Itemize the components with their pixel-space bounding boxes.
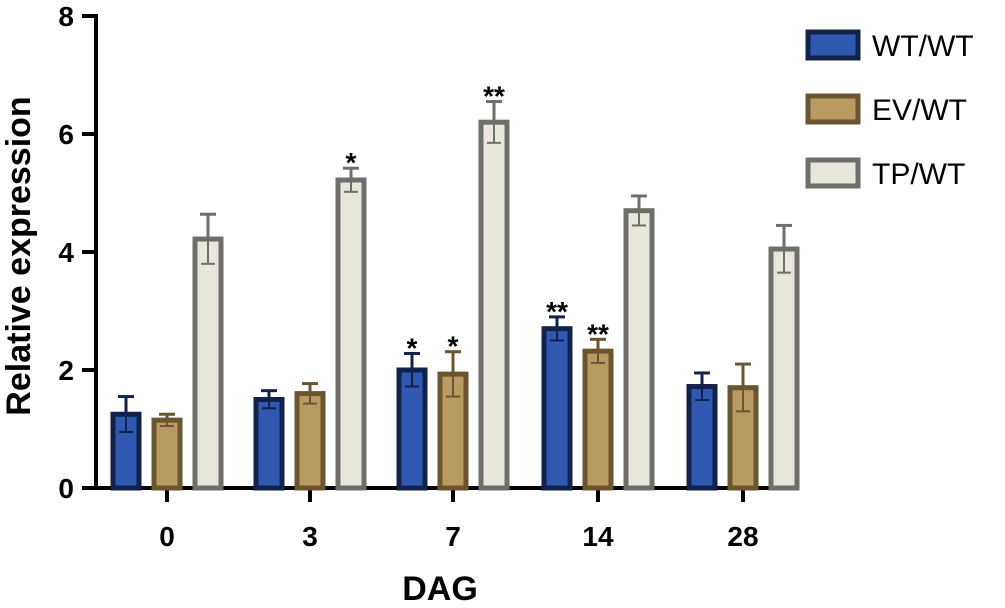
significance-label: * — [448, 331, 459, 362]
significance-label: ** — [483, 81, 505, 112]
x-axis-title: DAG — [402, 570, 478, 608]
bars: **** ***** — [110, 81, 800, 491]
bar-wt-wt — [686, 384, 718, 491]
bar-ev-wt — [151, 417, 183, 491]
bar-tp-wt — [768, 246, 800, 491]
y-tick-label: 8 — [58, 1, 74, 32]
x-tick-label: 28 — [727, 521, 758, 552]
x-tick-label: 3 — [302, 521, 318, 552]
y-axis-title: Relative expression — [0, 96, 38, 415]
legend-swatch — [805, 157, 861, 189]
bar-tp-wt — [623, 208, 655, 491]
significance-label: ** — [587, 318, 609, 349]
x-tick-label: 7 — [445, 521, 461, 552]
bar-wt-wt — [396, 367, 428, 491]
x-axis: 0 3 7 14 28 — [94, 486, 790, 552]
bar-tp-wt — [192, 236, 224, 491]
bar-tp-wt — [335, 177, 367, 491]
bar-ev-wt — [582, 348, 614, 491]
legend-label: WT/WT — [872, 30, 974, 63]
significance-label: ** — [546, 296, 568, 327]
y-axis: 0 2 4 6 8 — [58, 1, 98, 504]
x-tick-label: 0 — [159, 521, 175, 552]
x-tick-label: 14 — [582, 521, 614, 552]
bar-tp-wt — [478, 119, 510, 491]
significance-label: * — [407, 332, 418, 363]
bar-wt-wt — [253, 397, 285, 491]
bar-ev-wt — [294, 391, 326, 491]
y-tick-label: 0 — [58, 473, 74, 504]
bar-wt-wt — [110, 411, 142, 491]
legend-swatch — [805, 93, 861, 125]
legend-swatch — [805, 29, 861, 61]
y-tick-label: 4 — [58, 237, 74, 268]
significance-label: * — [346, 147, 357, 178]
legend-label: TP/WT — [872, 158, 965, 191]
legend: WT/WT EV/WT TP/WT — [805, 29, 974, 191]
legend-label: EV/WT — [872, 94, 967, 127]
y-tick-label: 2 — [58, 355, 74, 386]
y-tick-label: 6 — [58, 119, 74, 150]
bar-wt-wt — [541, 326, 573, 491]
